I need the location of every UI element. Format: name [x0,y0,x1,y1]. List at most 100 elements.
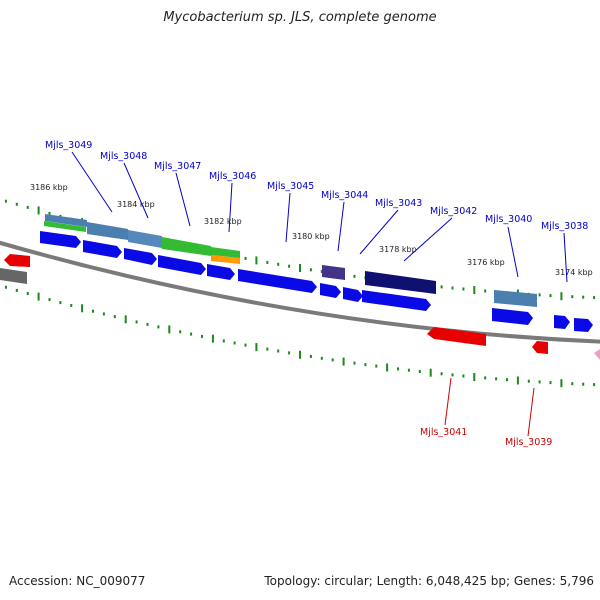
gene-arrow[interactable] [207,264,235,280]
kbp-label: 3184 kbp [117,200,155,209]
minor-tick [462,287,465,291]
gene-arrow[interactable] [83,240,122,258]
kbp-label: 3174 kbp [555,268,593,277]
gene-arrow[interactable] [4,254,30,267]
kbp-label: 3180 kbp [292,232,330,241]
kbp-labels: 3186 kbp 3184 kbp 3182 kbp 3180 kbp 3178… [30,183,593,277]
leader-line [71,151,113,213]
gene-label[interactable]: Mjls_3047 [154,161,201,172]
leader-line [337,201,345,252]
major-tick [255,343,258,352]
minor-tick [495,377,498,381]
gene-label[interactable]: Mjls_3040 [485,214,532,225]
minor-tick [244,343,247,347]
gene-arrow[interactable] [362,290,431,311]
gene-label[interactable]: Mjls_3038 [541,221,588,232]
gene-arrow[interactable] [343,287,363,302]
minor-tick [70,304,73,307]
minor-tick [92,309,94,313]
minor-tick [222,339,225,343]
minor-tick [277,349,280,353]
leader-line [527,387,535,437]
minor-tick [26,292,29,295]
feature-block [45,214,87,227]
forward-leader-lines [71,151,568,283]
minor-tick [320,356,323,360]
gene-arrow[interactable] [124,248,157,265]
minor-tick [146,322,149,326]
minor-tick [266,347,269,351]
feature-block [494,290,537,307]
feature-block [322,265,345,280]
gene-arrow[interactable] [492,308,533,325]
minor-tick [277,262,280,266]
gene-label[interactable]: Mjls_3043 [375,198,422,209]
minor-tick [15,288,18,292]
major-tick [560,379,563,388]
gene-arrow[interactable] [594,349,600,360]
minor-tick [288,264,291,268]
minor-tick [593,296,596,300]
gene-label[interactable]: Mjls_3048 [100,151,147,162]
gene-label[interactable]: Mjls_3042 [430,206,477,217]
minor-tick [418,370,421,373]
gene-arrow[interactable] [238,269,317,293]
gene-label[interactable]: Mjls_3044 [321,190,368,201]
gene-arrow[interactable] [554,315,570,329]
gene-label[interactable]: Mjls_3041 [420,427,467,438]
minor-tick [451,373,454,377]
minor-tick [331,358,334,362]
kbp-label: 3182 kbp [204,217,242,226]
reverse-genes [4,254,600,360]
minor-tick [15,202,18,206]
minor-tick [201,334,203,338]
minor-tick [549,294,552,298]
minor-tick [48,298,51,302]
gene-arrow[interactable] [532,341,548,354]
minor-tick [593,383,596,387]
minor-tick [484,376,487,380]
minor-tick [48,211,51,215]
gene-label[interactable]: Mjls_3049 [45,140,92,151]
feature-block [44,221,86,232]
gene-label[interactable]: Mjls_3039 [505,437,552,448]
minor-tick [364,363,367,367]
major-tick [473,286,476,294]
minor-tick [571,382,574,386]
gene-arrow[interactable] [158,255,206,275]
minor-tick [571,295,574,299]
major-tick [299,264,301,272]
minor-tick [59,301,62,305]
gene-arrow[interactable] [427,327,486,346]
minor-tick [375,364,378,368]
minor-tick [353,274,356,278]
forward-gene-labels: Mjls_3049 Mjls_3048 Mjls_3047 Mjls_3046 … [45,140,588,232]
gene-label[interactable]: Mjls_3046 [209,171,256,182]
feature-block [162,237,211,256]
major-tick [37,206,40,215]
minor-tick [4,199,7,203]
minor-tick [527,379,530,383]
feature-tracks [0,214,537,307]
minor-tick [309,268,312,272]
genome-summary-text: Topology: circular; Length: 6,048,425 bp… [264,574,594,588]
inner-tick-ring [4,285,596,388]
leader-line [403,217,453,262]
reverse-leader-lines [444,377,535,437]
minor-tick [582,382,585,386]
gene-arrow[interactable] [574,318,593,332]
minor-tick [397,367,399,371]
minor-tick [462,374,465,378]
minor-tick [451,286,454,290]
minor-tick [407,368,410,372]
leader-line [175,172,191,227]
gene-arrow[interactable] [320,283,341,298]
gene-label[interactable]: Mjls_3045 [267,181,314,192]
leader-line [444,377,452,426]
genome-title: Mycobacterium sp. JLS, complete genome [163,10,437,25]
gene-arrow[interactable] [40,231,81,248]
major-tick [255,256,258,265]
kbp-label: 3178 kbp [379,245,417,254]
major-tick [211,334,214,343]
